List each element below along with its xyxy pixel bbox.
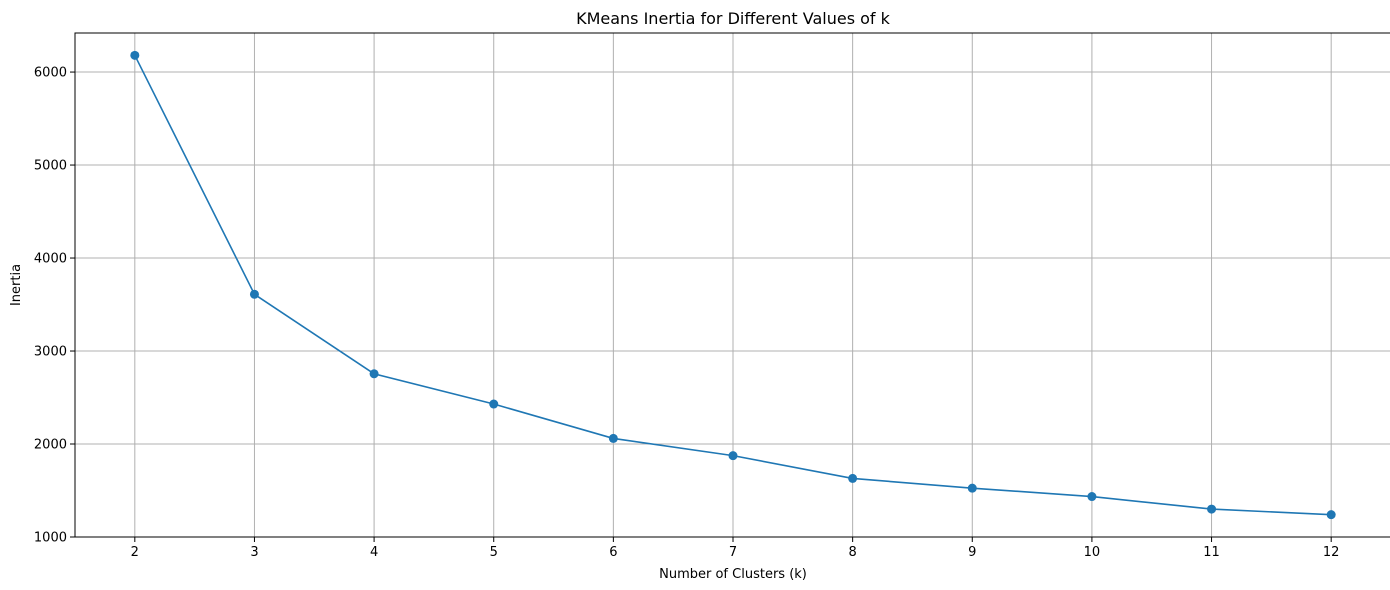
data-point — [1087, 492, 1097, 502]
y-axis-label: Inertia — [9, 264, 24, 306]
x-tick-label: 2 — [131, 545, 139, 560]
x-tick-label: 6 — [609, 545, 617, 560]
x-tick-label: 7 — [729, 545, 737, 560]
x-tick-label: 11 — [1203, 545, 1220, 560]
x-tick-label: 8 — [848, 545, 856, 560]
data-point — [848, 473, 858, 483]
x-tick-label: 9 — [968, 545, 976, 560]
data-point — [249, 289, 259, 299]
x-tick-label: 5 — [490, 545, 498, 560]
y-tick-label: 2000 — [34, 438, 67, 453]
data-point — [728, 451, 738, 461]
data-point — [967, 483, 977, 493]
y-tick-label: 1000 — [34, 531, 67, 546]
data-point — [1207, 504, 1217, 514]
x-tick-label: 12 — [1323, 545, 1340, 560]
series-layer — [130, 50, 1336, 520]
data-point — [608, 433, 618, 443]
plot-frame — [74, 32, 1390, 538]
data-point — [130, 50, 140, 60]
tick-layer: 2 3 4 5 6 7 8 9 10 11 12 1000 2000 3000 4000 5000 6000 — [34, 66, 1340, 560]
chart-title: KMeans Inertia for Different Values of k — [576, 9, 891, 28]
y-tick-label: 3000 — [34, 345, 67, 360]
x-axis-label: Number of Clusters (k) — [659, 567, 807, 582]
data-point — [489, 399, 499, 409]
x-tick-label: 10 — [1084, 545, 1101, 560]
y-tick-label: 5000 — [34, 159, 67, 174]
data-point — [369, 369, 379, 379]
data-point — [1326, 510, 1336, 520]
y-tick-label: 6000 — [34, 66, 67, 81]
y-tick-label: 4000 — [34, 252, 67, 267]
x-tick-label: 3 — [250, 545, 258, 560]
x-tick-label: 4 — [370, 545, 378, 560]
